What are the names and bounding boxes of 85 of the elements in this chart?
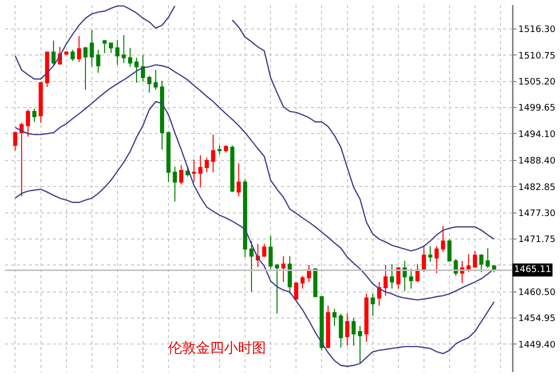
candlestick	[160, 80, 164, 150]
candlestick	[243, 178, 248, 258]
y-tick-label: 1494.10	[518, 130, 556, 140]
candlestick	[179, 164, 184, 185]
candlestick	[390, 264, 394, 290]
ref-line-label: 1465.11	[514, 265, 552, 275]
candlestick	[77, 36, 82, 63]
candlestick	[440, 225, 446, 252]
y-tick-label: 1510.75	[518, 51, 556, 62]
candlestick	[313, 268, 318, 298]
candlestick	[230, 144, 234, 193]
candlestick	[198, 154, 202, 188]
candlestick	[134, 57, 139, 84]
candlestick	[262, 243, 266, 258]
candlestick	[320, 296, 324, 351]
candlestick	[96, 49, 100, 74]
candlestick	[370, 293, 375, 316]
candlestick	[172, 166, 177, 202]
candlestick	[38, 81, 43, 124]
line-series	[14, 100, 495, 367]
candlestick	[147, 75, 152, 94]
candlestick	[211, 134, 216, 173]
candlestick	[51, 40, 56, 66]
candlestick	[217, 144, 222, 155]
candlestick	[472, 250, 478, 268]
y-tick-label: 1449.40	[518, 340, 556, 350]
y-tick-label: 1482.85	[518, 182, 556, 193]
y-tick-label: 1477.30	[518, 208, 556, 219]
candlestick	[479, 254, 484, 273]
y-tick-label: 1454.95	[518, 314, 556, 324]
y-tick-label: 1488.40	[518, 156, 556, 167]
text: 伦敦金四小时图	[168, 340, 266, 357]
candlestick	[486, 248, 490, 268]
candlestick	[454, 258, 458, 276]
candlestick	[204, 157, 209, 173]
candlestick	[115, 39, 120, 66]
candlestick	[13, 131, 18, 152]
candlestick	[236, 162, 241, 197]
candlestick	[358, 325, 362, 364]
candlestick	[166, 131, 171, 183]
candlestick	[434, 246, 439, 274]
candlestick	[384, 264, 388, 296]
candlestick	[128, 47, 132, 68]
candlestick	[32, 108, 36, 122]
candlestick	[294, 282, 298, 302]
candlestick	[154, 70, 158, 90]
candlestick	[108, 42, 114, 54]
y-tick-label: 1471.75	[518, 235, 556, 246]
candlestick	[300, 275, 305, 290]
candlestick	[102, 39, 107, 54]
candlestick	[332, 308, 337, 326]
candlestick	[268, 235, 273, 270]
y-tick-label: 1460.50	[518, 288, 556, 298]
candlestick	[447, 238, 452, 262]
candlestick	[70, 49, 75, 62]
candlestick	[345, 313, 350, 346]
candlestick	[26, 109, 30, 137]
candlestick	[377, 282, 382, 306]
candlestick	[122, 34, 126, 64]
candlestick	[20, 122, 24, 197]
candlestick	[396, 266, 400, 290]
candlestick	[140, 54, 145, 82]
candlestick	[428, 246, 432, 262]
candlestick	[338, 313, 343, 348]
candlestick	[352, 317, 356, 346]
candlestick	[90, 29, 94, 68]
candlestick	[281, 256, 286, 283]
candlestick	[224, 144, 228, 153]
candlestick	[466, 254, 471, 273]
candlestick	[249, 240, 254, 292]
y-tick-label: 1516.30	[518, 25, 556, 36]
candlestick	[326, 305, 330, 348]
candlestick	[364, 293, 368, 342]
candlestick	[288, 256, 292, 294]
candlestick	[402, 260, 407, 292]
candlestick	[409, 268, 414, 290]
candlestick	[45, 52, 50, 88]
candlestick	[83, 46, 88, 90]
candlestick	[192, 159, 196, 183]
candlestick	[64, 50, 68, 56]
candlestick	[274, 264, 280, 314]
candlestick	[422, 246, 426, 273]
y-tick-label: 1505.20	[518, 77, 556, 88]
line-series	[14, 64, 495, 301]
y-tick-label: 1499.65	[518, 104, 556, 114]
